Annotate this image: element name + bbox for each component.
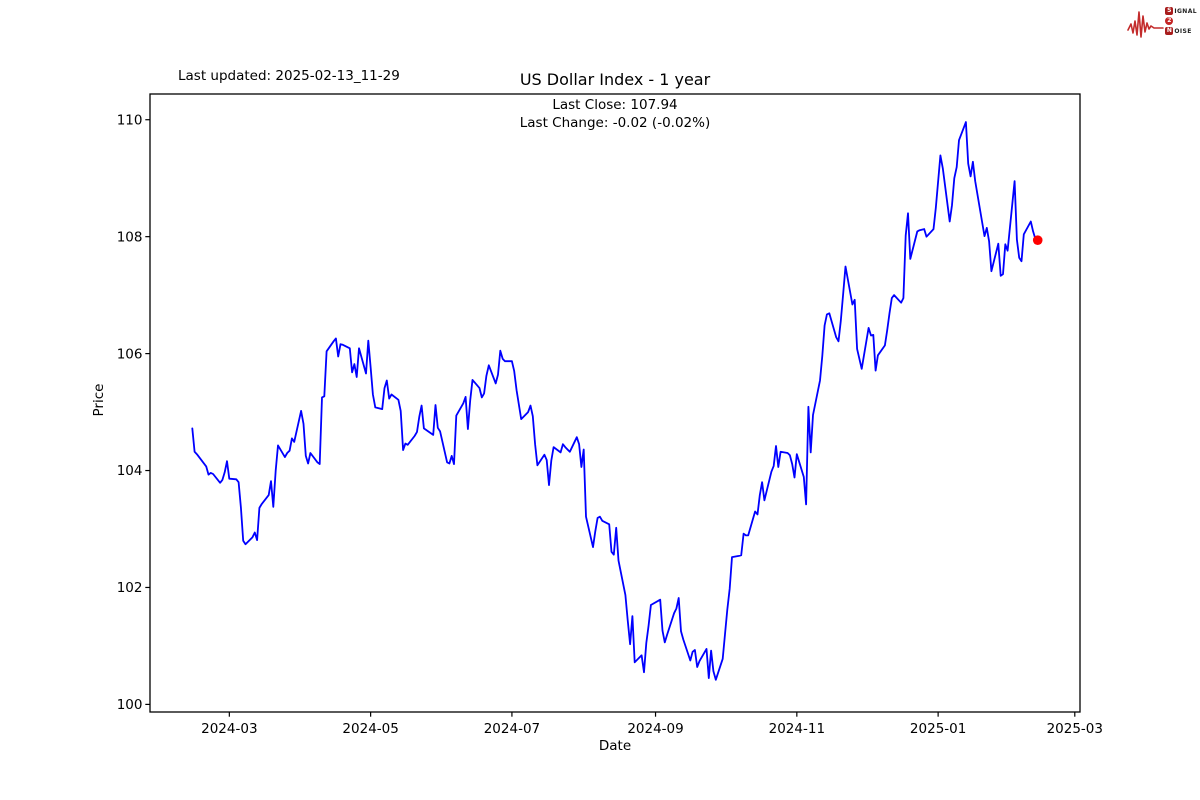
x-axis-label: Date (598, 738, 632, 754)
x-tick-label: 2024-03 (201, 721, 257, 737)
logo-waveform-icon (1127, 11, 1165, 38)
y-tick-label: 100 (117, 697, 143, 713)
last-change-text: Last Change: -0.02 (-0.02%) (519, 115, 711, 131)
x-tick-label: 2024-11 (769, 721, 825, 737)
x-tick-label: 2025-03 (1047, 721, 1103, 737)
x-tick-label: 2024-07 (484, 721, 540, 737)
signal2noise-logo: S IGNAL 2 N OISE (1127, 4, 1197, 38)
chart-subtitle: Last Close: 107.94 Last Change: -0.02 (-… (150, 96, 1080, 132)
logo-text-signal: IGNAL (1174, 7, 1197, 15)
y-tick-label: 108 (117, 229, 143, 245)
chart-title: US Dollar Index - 1 year (519, 70, 711, 89)
logo-text: S IGNAL 2 N OISE (1165, 7, 1197, 36)
y-tick-label: 104 (117, 463, 143, 479)
logo-badge-2: 2 (1165, 17, 1174, 25)
last-close-text: Last Close: 107.94 (552, 97, 678, 113)
logo-text-noise: OISE (1174, 27, 1192, 35)
x-tick-label: 2024-05 (342, 721, 398, 737)
y-tick-label: 102 (117, 580, 143, 596)
plot-border (149, 93, 1081, 713)
y-tick-label: 110 (117, 112, 143, 128)
logo-badge-n: N (1165, 27, 1174, 35)
x-tick-label: 2024-09 (627, 721, 683, 737)
last-close-marker (1032, 235, 1043, 245)
y-tick-label: 106 (117, 346, 143, 362)
price-line (191, 121, 1039, 681)
x-tick-label: 2025-01 (910, 721, 966, 737)
last-updated-text: Last updated: 2025-02-13_11-29 (178, 68, 400, 84)
logo-badge-s: S (1165, 7, 1174, 15)
